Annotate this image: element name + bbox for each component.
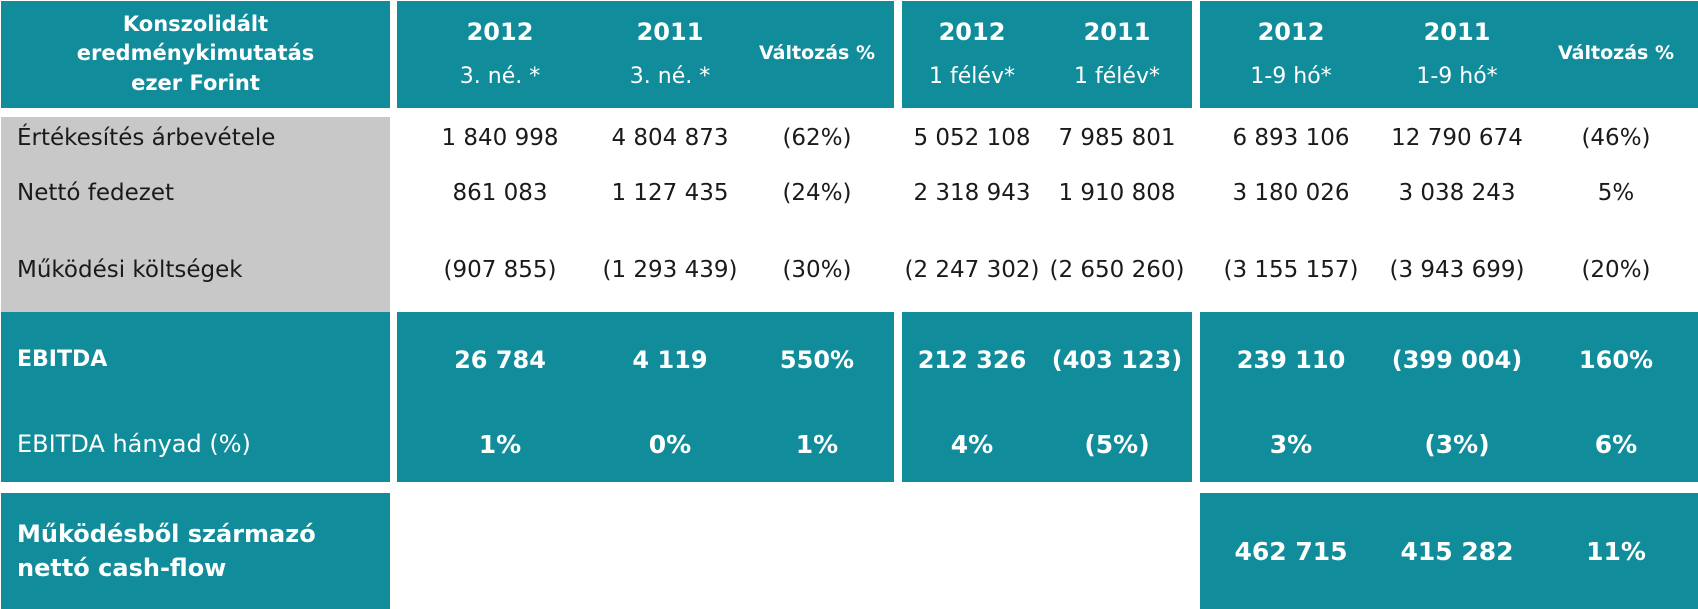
cell-ebitda-ratio: 6%: [1594, 430, 1638, 459]
cell-revenue: 1 840 998: [441, 125, 559, 151]
cell-revenue: 7 985 801: [1058, 125, 1176, 151]
cell-net-margin: 3 180 026: [1232, 180, 1350, 206]
header-label-block: [1, 1, 390, 108]
row-label-cashflow-line-2: nettó cash-flow: [17, 554, 227, 582]
cashflow-label-block: [1, 493, 390, 609]
col-2011-9m-year: 2011: [1423, 18, 1491, 46]
cell-net-margin: 5%: [1597, 180, 1635, 206]
cell-ebitda: 212 326: [917, 346, 1027, 374]
col-2012-9m-period: 1-9 hó*: [1250, 64, 1332, 89]
col-change-9m-label: Változás %: [1558, 42, 1674, 64]
row-label-revenue: Értékesítés árbevétele: [17, 125, 276, 151]
cell-net-margin: 1 910 808: [1058, 180, 1176, 206]
cell-net-margin: 861 083: [452, 180, 548, 206]
header-group-2-block: [902, 1, 1192, 108]
cell-revenue: (46%): [1581, 125, 1651, 151]
row-label-ebitda-ratio: EBITDA hányad (%): [17, 430, 251, 458]
cell-operating-costs: (907 855): [443, 257, 557, 283]
cell-ebitda: 26 784: [454, 346, 546, 374]
cell-cashflow: 462 715: [1234, 537, 1348, 566]
cell-net-margin: (24%): [782, 180, 852, 206]
cell-operating-costs: (2 650 260): [1049, 257, 1185, 283]
cell-ebitda-ratio: (5%): [1084, 430, 1150, 459]
cell-operating-costs: (30%): [782, 257, 852, 283]
cell-ebitda: 160%: [1578, 346, 1654, 374]
cell-ebitda-ratio: 3%: [1269, 430, 1313, 459]
cell-revenue: 6 893 106: [1232, 125, 1350, 151]
cell-net-margin: 3 038 243: [1398, 180, 1516, 206]
cell-ebitda-ratio: (3%): [1424, 430, 1490, 459]
table-title-line-1: Konszolidált: [122, 12, 269, 36]
cell-operating-costs: (1 293 439): [602, 257, 738, 283]
ebitda-group-2-block: [902, 312, 1192, 482]
cell-ebitda-ratio: 1%: [795, 430, 839, 459]
cell-ebitda-ratio: 0%: [648, 430, 692, 459]
cell-ebitda: 239 110: [1236, 346, 1346, 374]
row-label-net-margin: Nettó fedezet: [17, 180, 175, 206]
col-2012-q3-year: 2012: [466, 18, 534, 46]
header-group-3-block: [1200, 1, 1698, 108]
cell-operating-costs: (3 943 699): [1389, 257, 1525, 283]
cell-operating-costs: (20%): [1581, 257, 1651, 283]
cell-ebitda-ratio: 4%: [950, 430, 994, 459]
cell-operating-costs: (2 247 302): [904, 257, 1040, 283]
col-2012-h1-period: 1 félév*: [929, 64, 1015, 89]
cell-revenue: (62%): [782, 125, 852, 151]
col-2012-q3-period: 3. né. *: [459, 64, 541, 89]
row-label-cashflow-line-1: Működésből származó: [17, 520, 316, 548]
cell-cashflow: 415 282: [1400, 537, 1514, 566]
ebitda-group-3-block: [1200, 312, 1698, 482]
cell-net-margin: 1 127 435: [611, 180, 729, 206]
col-2011-q3-year: 2011: [636, 18, 704, 46]
cell-revenue: 12 790 674: [1391, 125, 1523, 151]
col-2011-9m-period: 1-9 hó*: [1416, 64, 1498, 89]
cell-ebitda-ratio: 1%: [478, 430, 522, 459]
cell-revenue: 5 052 108: [913, 125, 1031, 151]
cell-cashflow: 11%: [1586, 537, 1646, 566]
cell-ebitda: 550%: [779, 346, 855, 374]
table-title-line-2: eredménykimutatás: [76, 41, 315, 65]
row-labels-block: [1, 117, 390, 312]
col-2012-h1-year: 2012: [938, 18, 1006, 46]
table-title-line-3: ezer Forint: [131, 71, 260, 95]
ebitda-group-1-block: [397, 312, 894, 482]
col-2011-q3-period: 3. né. *: [629, 64, 711, 89]
row-label-operating-costs: Működési költségek: [17, 257, 243, 283]
col-2012-9m-year: 2012: [1257, 18, 1325, 46]
cashflow-values-block: [1200, 493, 1698, 609]
row-label-ebitda: EBITDA: [17, 347, 108, 372]
cell-revenue: 4 804 873: [611, 125, 729, 151]
ebitda-label-block: [1, 312, 390, 482]
cell-ebitda: (399 004): [1391, 346, 1523, 374]
cell-ebitda: (403 123): [1051, 346, 1183, 374]
header-group-1-block: [397, 1, 894, 108]
cell-ebitda: 4 119: [632, 346, 708, 374]
col-2011-h1-period: 1 félév*: [1074, 64, 1160, 89]
col-2011-h1-year: 2011: [1083, 18, 1151, 46]
cell-operating-costs: (3 155 157): [1223, 257, 1359, 283]
col-change-q3-label: Változás %: [759, 42, 875, 64]
cell-net-margin: 2 318 943: [913, 180, 1031, 206]
